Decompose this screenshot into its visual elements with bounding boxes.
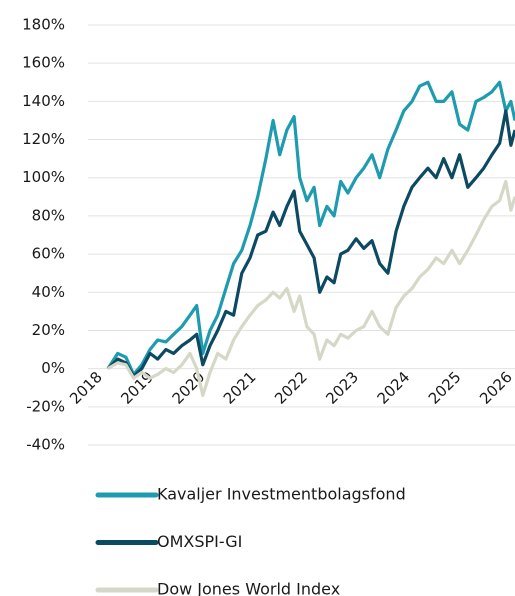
y-tick-label: 120% [22,130,65,148]
legend-label: Dow Jones World Index [157,580,340,596]
y-tick-label: 40% [32,283,65,301]
x-tick-label: 2021 [220,368,260,408]
y-tick-label: 20% [32,321,65,339]
y-tick-label: 0% [41,359,65,377]
y-tick-label: 160% [22,54,65,72]
legend-label: OMXSPI-GI [157,532,242,551]
y-tick-label: -20% [26,397,65,415]
series-line [106,80,515,376]
x-tick-label: 2025 [425,368,465,408]
y-tick-label: 180% [22,16,65,34]
series-line [106,109,515,378]
legend-label: Kavaljer Investmentbolagsfond [157,485,406,504]
y-tick-label: -40% [26,436,65,454]
series-line [107,179,515,397]
y-tick-label: 60% [32,245,65,263]
y-tick-label: 140% [22,92,65,110]
x-tick-label: 2018 [66,368,106,408]
y-tick-label: 80% [32,206,65,224]
x-tick-label: 2026 [476,368,515,408]
x-tick-label: 2023 [322,368,362,408]
x-tick-label: 2024 [374,368,414,408]
x-tick-label: 2022 [271,368,311,408]
y-tick-label: 100% [22,168,65,186]
